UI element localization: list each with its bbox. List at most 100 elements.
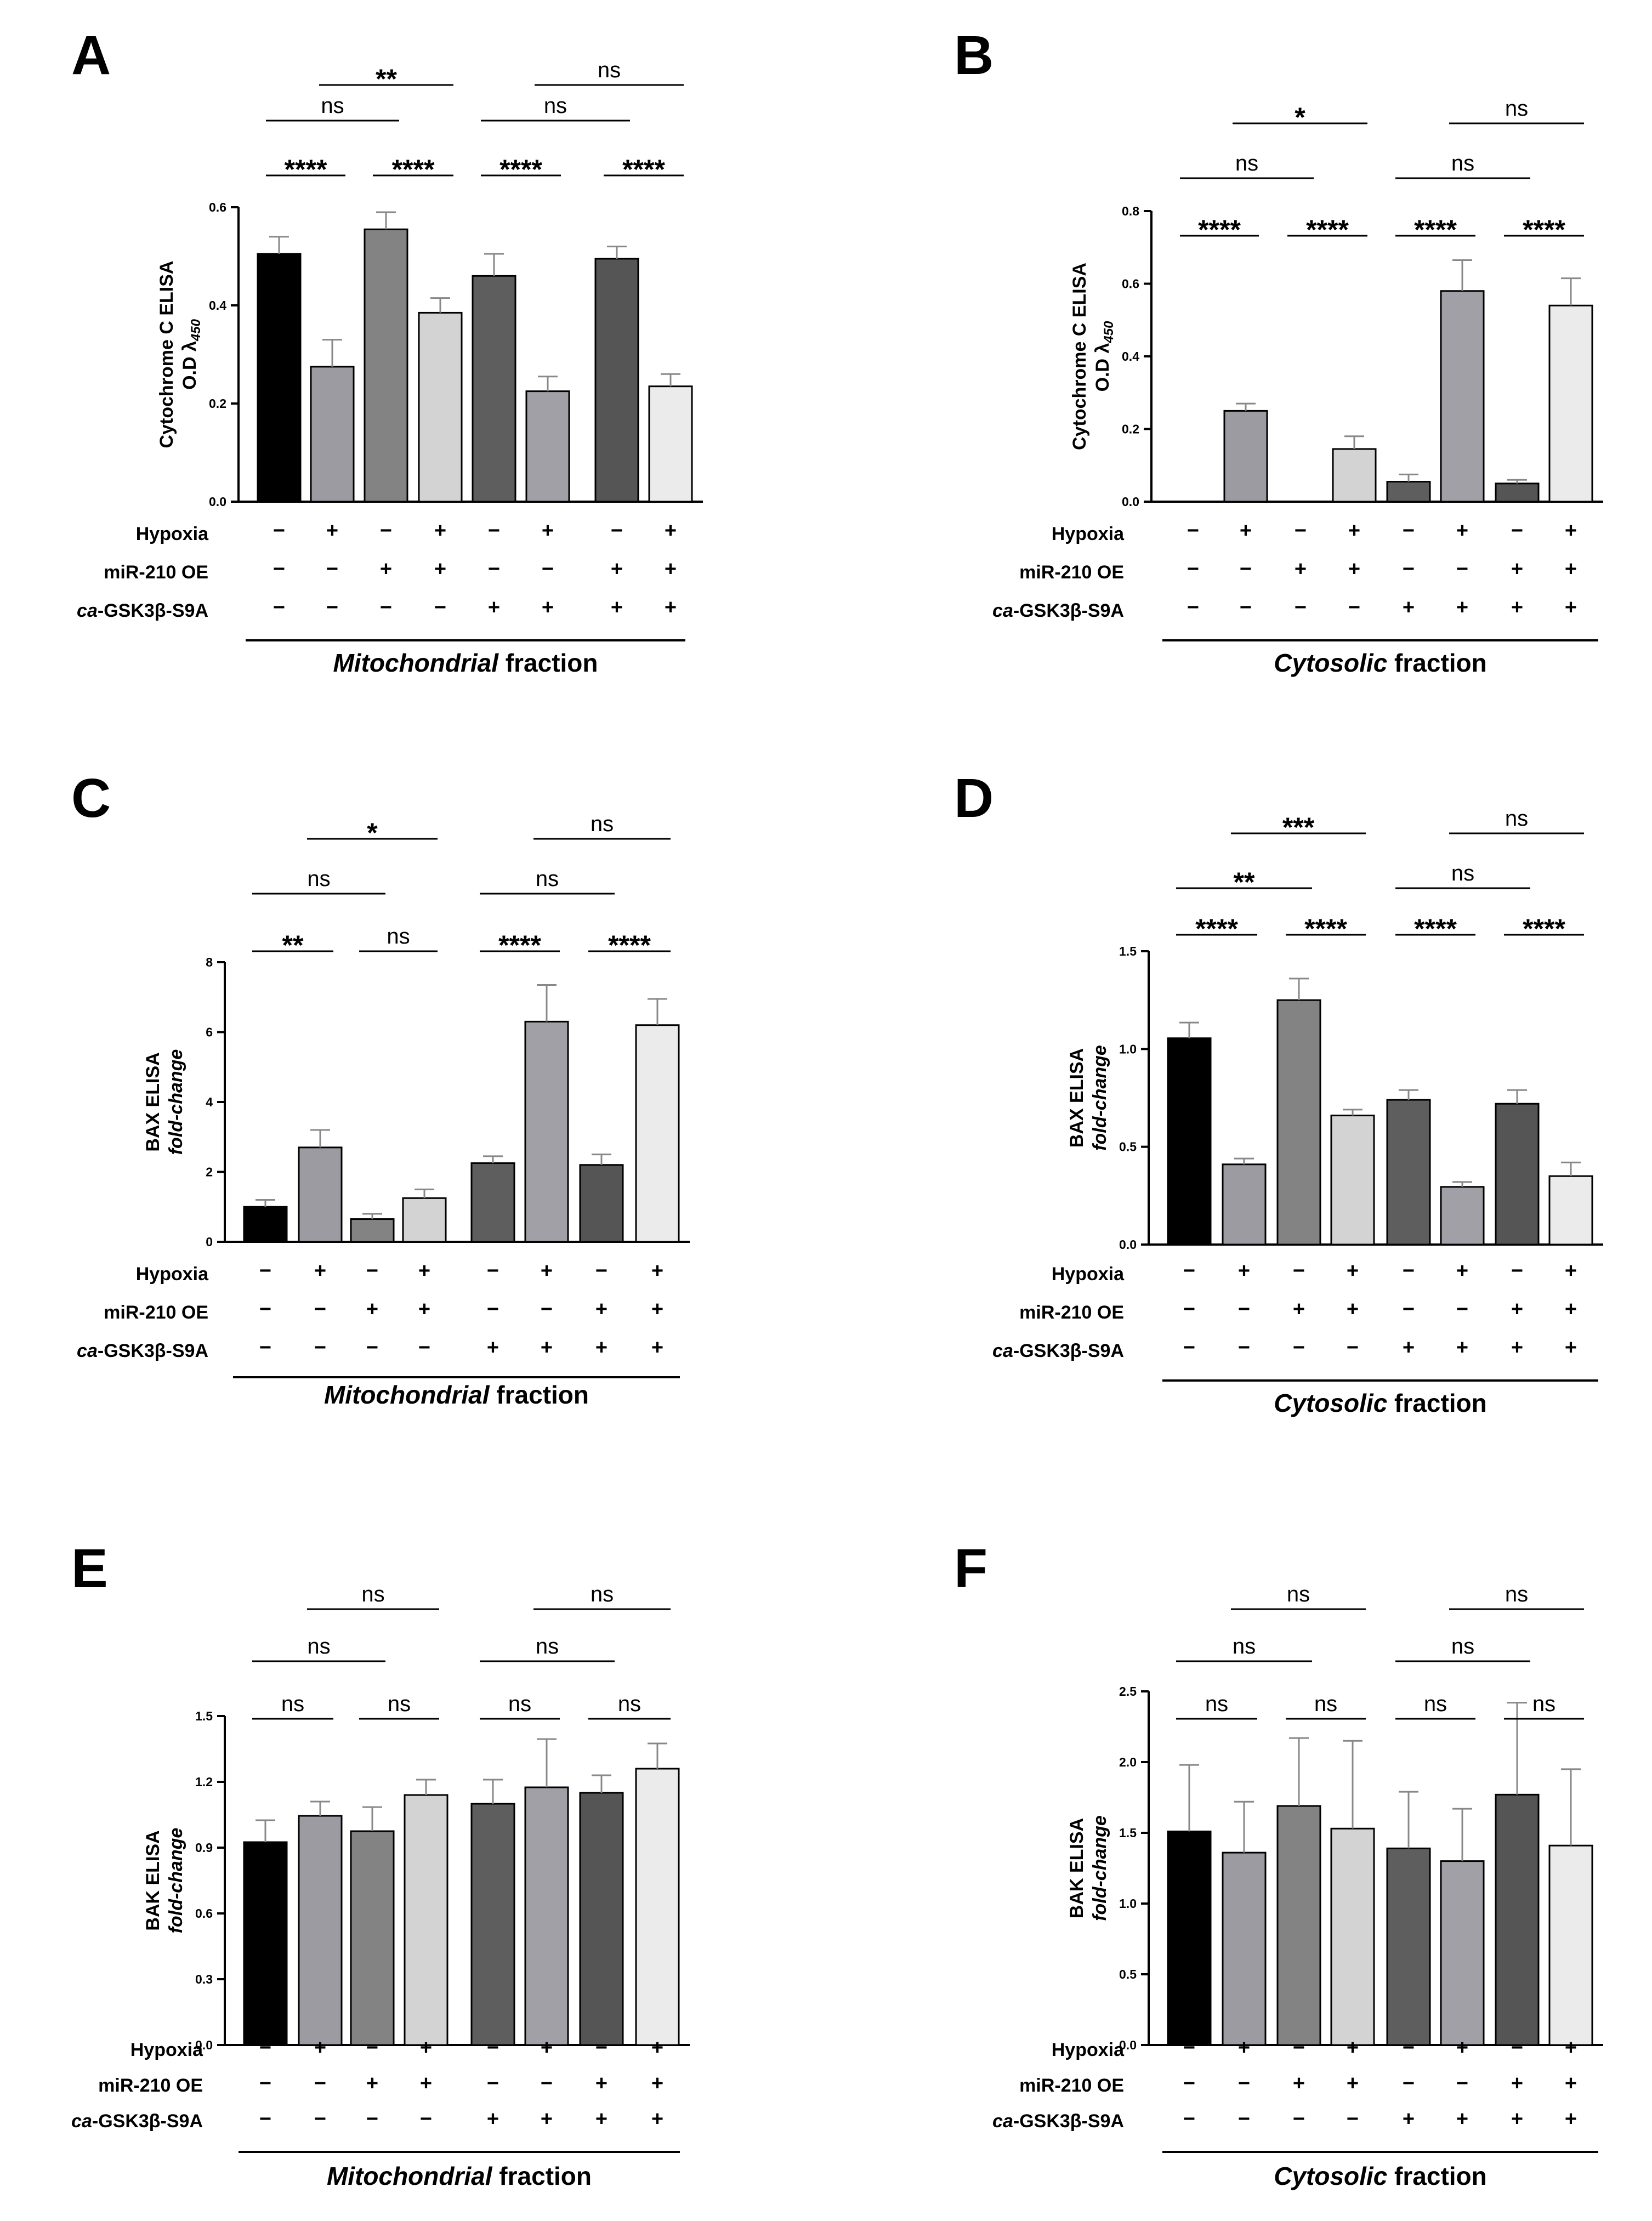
- significance-label: ****: [1304, 913, 1347, 944]
- condition-sign: −: [1293, 1336, 1305, 1359]
- bar-4: [402, 1197, 447, 1243]
- y-axis-label-subscript: 450: [1102, 321, 1116, 344]
- significance-label: ns: [1287, 1582, 1310, 1606]
- significance-label: ****: [1414, 214, 1457, 245]
- condition-label-italic: ca: [77, 600, 98, 621]
- condition-sign: +: [1565, 1298, 1577, 1321]
- condition-sign: −: [488, 558, 500, 581]
- y-tick-label: 1.5: [1119, 1826, 1137, 1840]
- condition-sign: −: [487, 2036, 499, 2059]
- significance-label: ns: [544, 94, 567, 118]
- condition-sign: −: [1183, 1336, 1195, 1359]
- condition-sign: +: [541, 2036, 553, 2059]
- condition-sign: +: [1456, 1259, 1468, 1282]
- significance-label: ****: [1195, 913, 1238, 944]
- condition-label-rest: -GSK3β-S9A: [1013, 1340, 1124, 1361]
- significance-label: ns: [388, 1692, 411, 1716]
- significance-label: ns: [1424, 1692, 1447, 1716]
- condition-label-rest: -GSK3β-S9A: [1013, 2111, 1124, 2132]
- condition-sign: −: [366, 1259, 378, 1282]
- panel-letter: F: [954, 1538, 987, 1599]
- condition-label: miR-210 OE: [1019, 2075, 1124, 2096]
- significance-label: ****: [1306, 214, 1349, 245]
- condition-sign: +: [665, 558, 677, 581]
- condition-label-rest: -GSK3β-S9A: [98, 1340, 208, 1361]
- condition-sign: −: [1511, 2036, 1523, 2059]
- fraction-label-italic: Mitochondrial: [324, 1381, 490, 1409]
- significance-label: ns: [1505, 1582, 1528, 1606]
- condition-sign: −: [1240, 558, 1252, 581]
- condition-sign: −: [487, 2072, 499, 2095]
- condition-sign: −: [542, 558, 554, 581]
- condition-sign: −: [1511, 1259, 1523, 1282]
- condition-sign: −: [380, 596, 392, 619]
- condition-sign: +: [487, 2108, 499, 2131]
- y-axis-label-line1: BAX ELISA: [143, 1052, 163, 1151]
- significance-label: ****: [622, 154, 665, 185]
- bar-7: [579, 1164, 624, 1243]
- condition-sign: +: [651, 2072, 663, 2095]
- condition-sign: +: [1565, 1259, 1577, 1282]
- bar-5: [470, 1162, 515, 1243]
- panel-b: B 0.0 0.2 0.4 0.6 0.8 Cytochrome C ELISA O.D λ4…: [954, 25, 1603, 677]
- condition-sign: +: [434, 558, 446, 581]
- condition-sign: +: [1565, 558, 1577, 581]
- bar-6: [1440, 1860, 1485, 2046]
- bar-2: [1222, 1163, 1267, 1246]
- condition-sign: −: [259, 2036, 271, 2059]
- bar-8: [648, 385, 693, 503]
- y-tick-label: 1.2: [195, 1775, 213, 1789]
- condition-label: Hypoxia: [1052, 2040, 1125, 2060]
- significance-label: ns: [1505, 806, 1528, 831]
- condition-sign: +: [1456, 519, 1468, 542]
- y-tick-label: 1.5: [195, 1709, 213, 1723]
- condition-sign: +: [1240, 519, 1252, 542]
- significance-label: ****: [499, 154, 542, 185]
- significance-label: ns: [618, 1692, 641, 1716]
- y-tick-label: 2: [206, 1165, 213, 1179]
- bar-4: [1332, 448, 1377, 503]
- condition-sign: +: [1403, 1336, 1415, 1359]
- y-tick-label: 0.2: [1122, 422, 1139, 436]
- condition-sign: −: [1295, 519, 1307, 542]
- condition-sign: −: [366, 2108, 378, 2131]
- bar-4: [1330, 1827, 1375, 2046]
- significance-label: ns: [281, 1692, 304, 1716]
- condition-sign: −: [611, 519, 623, 542]
- y-tick-label: 1.5: [1119, 944, 1137, 958]
- y-axis-label-text: O.D λ: [179, 341, 200, 390]
- condition-label: Hypoxia: [130, 2040, 203, 2060]
- bar-6: [525, 390, 570, 503]
- condition-sign: −: [1403, 519, 1415, 542]
- panel-e: E 0.0 0.3 0.6 0.9 1.2 1.5 BAK ELISA fold-change n…: [71, 1538, 690, 2190]
- significance-label: ns: [321, 94, 344, 118]
- condition-sign: −: [1293, 2108, 1305, 2131]
- condition-sign: −: [366, 1336, 378, 1359]
- condition-sign: −: [1183, 2072, 1195, 2095]
- bar-1: [243, 1206, 288, 1243]
- condition-sign: +: [1511, 558, 1523, 581]
- condition-sign: +: [1565, 2108, 1577, 2131]
- condition-sign: +: [366, 1298, 378, 1321]
- y-axis-label-subscript: 450: [189, 319, 203, 342]
- condition-sign: −: [1403, 1298, 1415, 1321]
- condition-sign: +: [1456, 2108, 1468, 2131]
- condition-sign: +: [1511, 596, 1523, 619]
- bar-1: [1167, 1830, 1212, 2046]
- y-tick-label: 0.6: [195, 1906, 213, 1921]
- condition-sign: +: [487, 1336, 499, 1359]
- condition-sign: −: [259, 2108, 271, 2131]
- y-tick-label: 1.0: [1119, 1896, 1137, 1911]
- bar-4: [1330, 1115, 1375, 1246]
- condition-label: miR-210 OE: [1019, 562, 1124, 583]
- bar-6: [1440, 290, 1485, 503]
- condition-sign: −: [326, 558, 338, 581]
- condition-sign: −: [314, 1336, 326, 1359]
- significance-label: ns: [1451, 1634, 1474, 1658]
- condition-sign: +: [1238, 1259, 1250, 1282]
- fraction-label-italic: Mitochondrial: [327, 2162, 493, 2190]
- condition-sign: −: [273, 558, 285, 581]
- fraction-label-rest: fraction: [1387, 649, 1486, 677]
- bar-3: [364, 228, 408, 503]
